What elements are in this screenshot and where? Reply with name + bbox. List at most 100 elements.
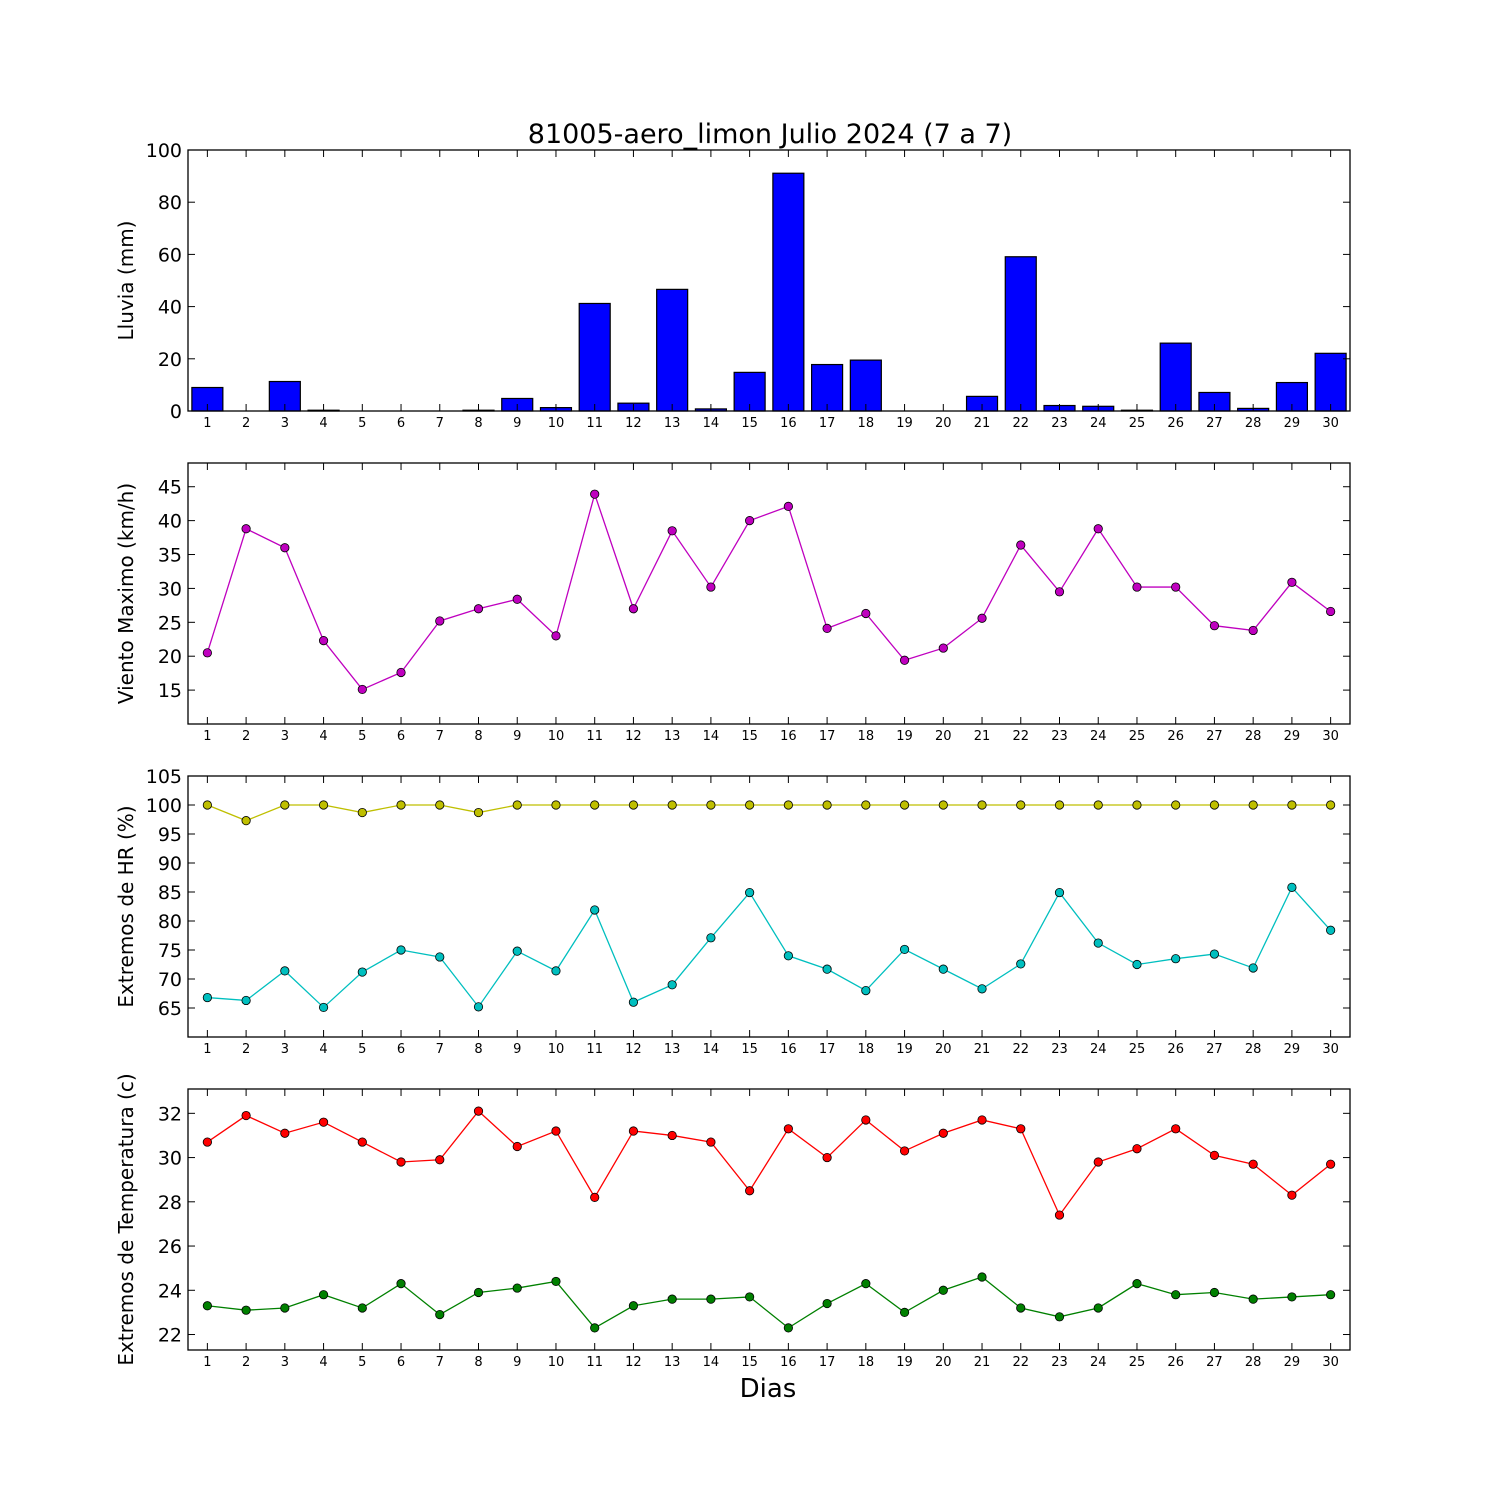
series-0-point-day-22 xyxy=(1016,800,1026,810)
series-0-point-day-16 xyxy=(783,1124,793,1134)
series-1-point-day-13 xyxy=(667,1294,677,1304)
x-tick-label: 22 xyxy=(1012,1355,1029,1370)
y-tick-label: 20 xyxy=(158,349,182,371)
x-tick-label: 3 xyxy=(281,1042,289,1057)
x-tick-label: 3 xyxy=(281,729,289,744)
series-0-point-day-25 xyxy=(1132,582,1142,592)
y-tick-label: 15 xyxy=(158,680,182,702)
series-1-point-day-17 xyxy=(822,1298,832,1309)
series-1-point-day-4 xyxy=(318,1290,329,1300)
series-1-point-day-21 xyxy=(977,984,987,994)
x-tick-label: 20 xyxy=(935,416,952,431)
y-tick-label: 60 xyxy=(158,244,182,266)
x-tick-label: 14 xyxy=(703,416,720,431)
series-0-point-day-5 xyxy=(357,1137,367,1147)
y-axis-label: Lluvia (mm) xyxy=(114,221,138,341)
y-tick-label: 40 xyxy=(158,511,182,533)
x-tick-label: 19 xyxy=(896,729,913,744)
x-tick-label: 5 xyxy=(358,416,366,431)
series-0-point-day-26 xyxy=(1171,800,1181,810)
x-tick-label: 10 xyxy=(548,729,565,744)
series-0-point-day-6 xyxy=(396,1157,406,1167)
series-0-point-day-23 xyxy=(1054,800,1065,810)
x-tick-label: 29 xyxy=(1284,1042,1301,1057)
x-tick-label: 24 xyxy=(1090,416,1107,431)
x-tick-label: 9 xyxy=(513,416,521,431)
y-tick-label: 20 xyxy=(158,646,182,668)
rain-bar-day-16 xyxy=(772,172,805,412)
x-tick-label: 15 xyxy=(741,1355,758,1370)
rain-bar-day-17 xyxy=(811,363,844,412)
series-0-point-day-26 xyxy=(1171,1124,1181,1134)
series-1-point-day-27 xyxy=(1209,1287,1220,1298)
x-tick-label: 9 xyxy=(513,729,521,744)
x-tick-label: 26 xyxy=(1167,1042,1184,1057)
series-0-point-day-14 xyxy=(706,1137,716,1147)
series-1-point-day-1 xyxy=(202,992,212,1003)
x-tick-label: 14 xyxy=(703,1355,720,1370)
series-0-point-day-9 xyxy=(512,594,522,604)
x-tick-label: 8 xyxy=(474,416,482,431)
x-tick-label: 21 xyxy=(974,1042,991,1057)
x-tick-label: 27 xyxy=(1206,416,1223,431)
x-tick-label: 4 xyxy=(319,1042,327,1057)
series-1-point-day-18 xyxy=(861,1279,871,1289)
x-tick-label: 24 xyxy=(1090,729,1107,744)
series-0-point-day-24 xyxy=(1093,1157,1103,1167)
series-0-point-day-20 xyxy=(938,800,948,810)
x-tick-label: 18 xyxy=(858,416,875,431)
x-tick-label: 30 xyxy=(1322,1355,1339,1370)
series-0-point-day-4 xyxy=(318,800,329,810)
y-tick-label: 22 xyxy=(158,1325,182,1347)
series-1-point-day-2 xyxy=(241,995,251,1006)
x-tick-label: 14 xyxy=(703,1042,720,1057)
x-tick-label: 15 xyxy=(741,416,758,431)
series-line-1 xyxy=(207,1276,1331,1329)
series-0-point-day-19 xyxy=(899,655,910,665)
series-0-point-day-3 xyxy=(280,800,290,810)
x-tick-label: 2 xyxy=(242,729,250,744)
x-tick-label: 16 xyxy=(780,1042,797,1057)
series-1-point-day-21 xyxy=(977,1272,987,1282)
x-tick-label: 29 xyxy=(1284,416,1301,431)
series-0-point-day-22 xyxy=(1016,1124,1026,1134)
x-tick-label: 23 xyxy=(1051,416,1068,431)
series-0-point-day-28 xyxy=(1248,800,1258,810)
series-0-point-day-26 xyxy=(1171,582,1181,592)
series-0-point-day-30 xyxy=(1326,1159,1336,1169)
series-1-point-day-26 xyxy=(1171,1290,1181,1300)
x-tick-label: 19 xyxy=(896,1042,913,1057)
x-tick-label: 17 xyxy=(819,1355,836,1370)
series-0-point-day-1 xyxy=(202,1137,212,1147)
series-0-point-day-9 xyxy=(512,800,522,810)
y-axis-label: Extremos de Temperatura (c) xyxy=(114,1073,138,1365)
x-tick-label: 29 xyxy=(1284,1355,1301,1370)
series-1-point-day-14 xyxy=(706,933,716,943)
x-tick-label: 4 xyxy=(319,729,327,744)
x-tick-label: 6 xyxy=(397,1355,405,1370)
series-0-point-day-13 xyxy=(667,526,677,536)
series-0-point-day-11 xyxy=(590,1192,600,1202)
series-0-point-day-8 xyxy=(473,807,484,818)
series-0-point-day-29 xyxy=(1287,800,1297,810)
x-tick-label: 30 xyxy=(1322,1042,1339,1057)
y-tick-label: 100 xyxy=(146,795,182,817)
x-tick-label: 20 xyxy=(935,729,952,744)
x-tick-label: 13 xyxy=(664,416,681,431)
x-tick-label: 21 xyxy=(974,729,991,744)
series-0-point-day-7 xyxy=(435,1155,445,1165)
series-1-point-day-3 xyxy=(280,966,290,976)
rain-bar-day-18 xyxy=(849,359,882,412)
series-1-point-day-20 xyxy=(938,1285,948,1295)
x-tick-label: 22 xyxy=(1012,729,1029,744)
x-tick-label: 7 xyxy=(436,1042,444,1057)
series-0-point-day-17 xyxy=(822,623,832,634)
x-tick-label: 13 xyxy=(664,1355,681,1370)
y-tick-label: 95 xyxy=(158,824,182,846)
x-tick-label: 11 xyxy=(586,416,603,431)
x-tick-label: 19 xyxy=(896,1355,913,1370)
x-tick-label: 7 xyxy=(436,416,444,431)
x-tick-label: 11 xyxy=(586,1042,603,1057)
series-0-point-day-5 xyxy=(357,807,367,818)
